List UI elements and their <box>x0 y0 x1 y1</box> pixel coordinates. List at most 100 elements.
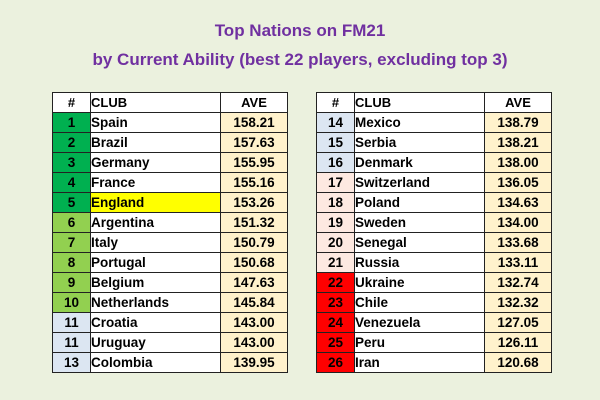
ave-cell: 155.16 <box>220 172 288 193</box>
rank-cell: 11 <box>52 332 91 353</box>
rank-cell: 13 <box>52 352 91 373</box>
ave-cell: 150.68 <box>220 252 288 273</box>
table-row: 21 Russia 133.11 <box>316 252 552 273</box>
table-row: 5 England 153.26 <box>52 192 288 213</box>
table-row: 7 Italy 150.79 <box>52 232 288 253</box>
table-row: 10 Netherlands 145.84 <box>52 292 288 313</box>
ave-cell: 147.63 <box>220 272 288 293</box>
header-ave: AVE <box>484 92 552 113</box>
club-cell: Portugal <box>90 252 221 273</box>
rank-cell: 8 <box>52 252 91 273</box>
table-row: 14 Mexico 138.79 <box>316 112 552 133</box>
ave-cell: 134.00 <box>484 212 552 233</box>
rankings-body-right: 14 Mexico 138.79 15 Serbia 138.21 16 Denmark 138… <box>316 112 552 373</box>
table-row: 11 Uruguay 143.00 <box>52 332 288 353</box>
page-title: Top Nations on FM21 <box>214 21 386 40</box>
club-cell: Belgium <box>90 272 221 293</box>
club-cell: Mexico <box>354 112 485 133</box>
rank-cell: 25 <box>316 332 355 353</box>
ave-cell: 143.00 <box>220 332 288 353</box>
rank-cell: 23 <box>316 292 355 313</box>
rank-cell: 4 <box>52 172 91 193</box>
table-row: 16 Denmark 138.00 <box>316 152 552 173</box>
table-row: 26 Iran 120.68 <box>316 352 552 373</box>
ave-cell: 143.00 <box>220 312 288 333</box>
club-cell: Sweden <box>354 212 485 233</box>
header-ave: AVE <box>220 92 288 113</box>
ave-cell: 153.26 <box>220 192 288 213</box>
club-cell: Iran <box>354 352 485 373</box>
header-row: # CLUB AVE <box>316 92 552 113</box>
table-row: 1 Spain 158.21 <box>52 112 288 133</box>
rank-cell: 3 <box>52 152 91 173</box>
club-cell: Brazil <box>90 132 221 153</box>
club-cell: Switzerland <box>354 172 485 193</box>
club-cell: Denmark <box>354 152 485 173</box>
club-cell: Senegal <box>354 232 485 253</box>
rank-cell: 19 <box>316 212 355 233</box>
table-row: 6 Argentina 151.32 <box>52 212 288 233</box>
ave-cell: 138.00 <box>484 152 552 173</box>
header-rank: # <box>52 92 91 113</box>
table-row: 9 Belgium 147.63 <box>52 272 288 293</box>
rank-cell: 17 <box>316 172 355 193</box>
rank-cell: 20 <box>316 232 355 253</box>
rank-cell: 18 <box>316 192 355 213</box>
club-cell: Netherlands <box>90 292 221 313</box>
club-cell: Poland <box>354 192 485 213</box>
ave-cell: 132.32 <box>484 292 552 313</box>
page-subtitle: by Current Ability (best 22 players, exc… <box>92 50 508 69</box>
club-cell: Russia <box>354 252 485 273</box>
rank-cell: 11 <box>52 312 91 333</box>
rank-cell: 16 <box>316 152 355 173</box>
table-row: 4 France 155.16 <box>52 172 288 193</box>
ave-cell: 155.95 <box>220 152 288 173</box>
rank-cell: 10 <box>52 292 91 313</box>
table-row: 15 Serbia 138.21 <box>316 132 552 153</box>
rank-cell: 22 <box>316 272 355 293</box>
club-cell: Germany <box>90 152 221 173</box>
club-cell: Peru <box>354 332 485 353</box>
ave-cell: 138.21 <box>484 132 552 153</box>
rankings-table-right: # CLUB AVE 14 Mexico 138.79 15 Serbia 138.21 1… <box>316 92 552 373</box>
rank-cell: 21 <box>316 252 355 273</box>
table-row: 18 Poland 134.63 <box>316 192 552 213</box>
ave-cell: 157.63 <box>220 132 288 153</box>
header-club: CLUB <box>90 92 221 113</box>
rank-cell: 9 <box>52 272 91 293</box>
club-cell: Spain <box>90 112 221 133</box>
ave-cell: 151.32 <box>220 212 288 233</box>
club-cell: Uruguay <box>90 332 221 353</box>
rank-cell: 1 <box>52 112 91 133</box>
rank-cell: 15 <box>316 132 355 153</box>
table-row: 17 Switzerland 136.05 <box>316 172 552 193</box>
club-cell: Italy <box>90 232 221 253</box>
table-row: 3 Germany 155.95 <box>52 152 288 173</box>
table-row: 13 Colombia 139.95 <box>52 352 288 373</box>
rank-cell: 14 <box>316 112 355 133</box>
table-row: 8 Portugal 150.68 <box>52 252 288 273</box>
club-cell: Ukraine <box>354 272 485 293</box>
rankings-body-left: 1 Spain 158.21 2 Brazil 157.63 3 Germany 155.95 4… <box>52 112 288 373</box>
table-row: 11 Croatia 143.00 <box>52 312 288 333</box>
ave-cell: 134.63 <box>484 192 552 213</box>
club-cell: Colombia <box>90 352 221 373</box>
table-row: 2 Brazil 157.63 <box>52 132 288 153</box>
club-cell: Venezuela <box>354 312 485 333</box>
ave-cell: 158.21 <box>220 112 288 133</box>
ave-cell: 127.05 <box>484 312 552 333</box>
table-row: 24 Venezuela 127.05 <box>316 312 552 333</box>
ave-cell: 136.05 <box>484 172 552 193</box>
club-cell: France <box>90 172 221 193</box>
rank-cell: 7 <box>52 232 91 253</box>
club-cell: Chile <box>354 292 485 313</box>
ave-cell: 138.79 <box>484 112 552 133</box>
table-row: 19 Sweden 134.00 <box>316 212 552 233</box>
rank-cell: 26 <box>316 352 355 373</box>
club-cell: Serbia <box>354 132 485 153</box>
ave-cell: 145.84 <box>220 292 288 313</box>
rank-cell: 2 <box>52 132 91 153</box>
club-cell: Croatia <box>90 312 221 333</box>
table-row: 22 Ukraine 132.74 <box>316 272 552 293</box>
header-club: CLUB <box>354 92 485 113</box>
